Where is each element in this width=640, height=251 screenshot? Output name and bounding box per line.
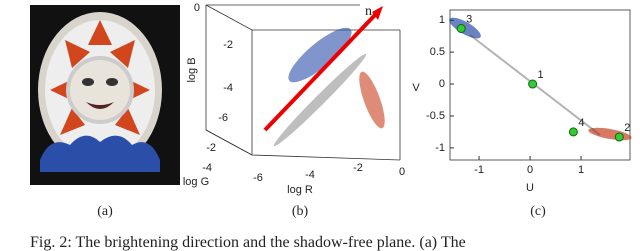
figure: (a) n log B log G log R (b) U V (c) 0 -2 -… [30, 2, 632, 219]
axis-label: log B [186, 57, 198, 82]
cluster [359, 71, 385, 129]
arrow-label: n [365, 4, 372, 19]
caption: Fig. 2: The brightening direction and th… [30, 234, 466, 251]
plot-3d [205, 4, 401, 161]
point-label: 2 [624, 122, 630, 134]
tick-label: -0.5 [426, 110, 445, 122]
point [456, 24, 466, 34]
direction-arrow [263, 13, 377, 132]
panel-label: (b) [292, 204, 309, 219]
cluster [273, 53, 367, 147]
tick-label: 1 [578, 164, 584, 176]
tick-label: -1 [474, 164, 484, 176]
point [568, 127, 578, 137]
tick-label: -6 [218, 112, 228, 124]
point-label: 1 [538, 69, 544, 81]
cluster [288, 27, 352, 83]
photo [30, 5, 180, 185]
tick-label: -2 [206, 142, 216, 154]
plot-frame [449, 9, 631, 161]
axis-label: log G [183, 176, 209, 188]
tick-label: -4 [202, 162, 212, 174]
tick-label: -2 [353, 162, 363, 174]
tick-label: 0 [439, 78, 445, 90]
axis-label: V [412, 82, 420, 94]
point [614, 132, 624, 142]
arrow-head [372, 6, 383, 20]
tick-label: -6 [253, 172, 263, 184]
panel-label: (c) [530, 204, 546, 219]
tick-label: -2 [223, 39, 233, 51]
tick-label: -1 [435, 142, 445, 154]
point-label: 3 [466, 13, 472, 25]
panel-label: (a) [97, 204, 113, 219]
tick-label: 1 [439, 14, 445, 26]
tick-label: 0.5 [430, 46, 445, 58]
point-label: 4 [578, 117, 584, 129]
tick-label: -4 [305, 169, 315, 181]
point [528, 79, 538, 89]
tick-label: 0 [399, 166, 405, 178]
tick-label: -4 [223, 82, 233, 94]
axis-label: U [526, 182, 534, 194]
tick-label: 0 [527, 164, 533, 176]
axis-label: log R [287, 184, 313, 196]
tick-label: 0 [194, 2, 200, 14]
